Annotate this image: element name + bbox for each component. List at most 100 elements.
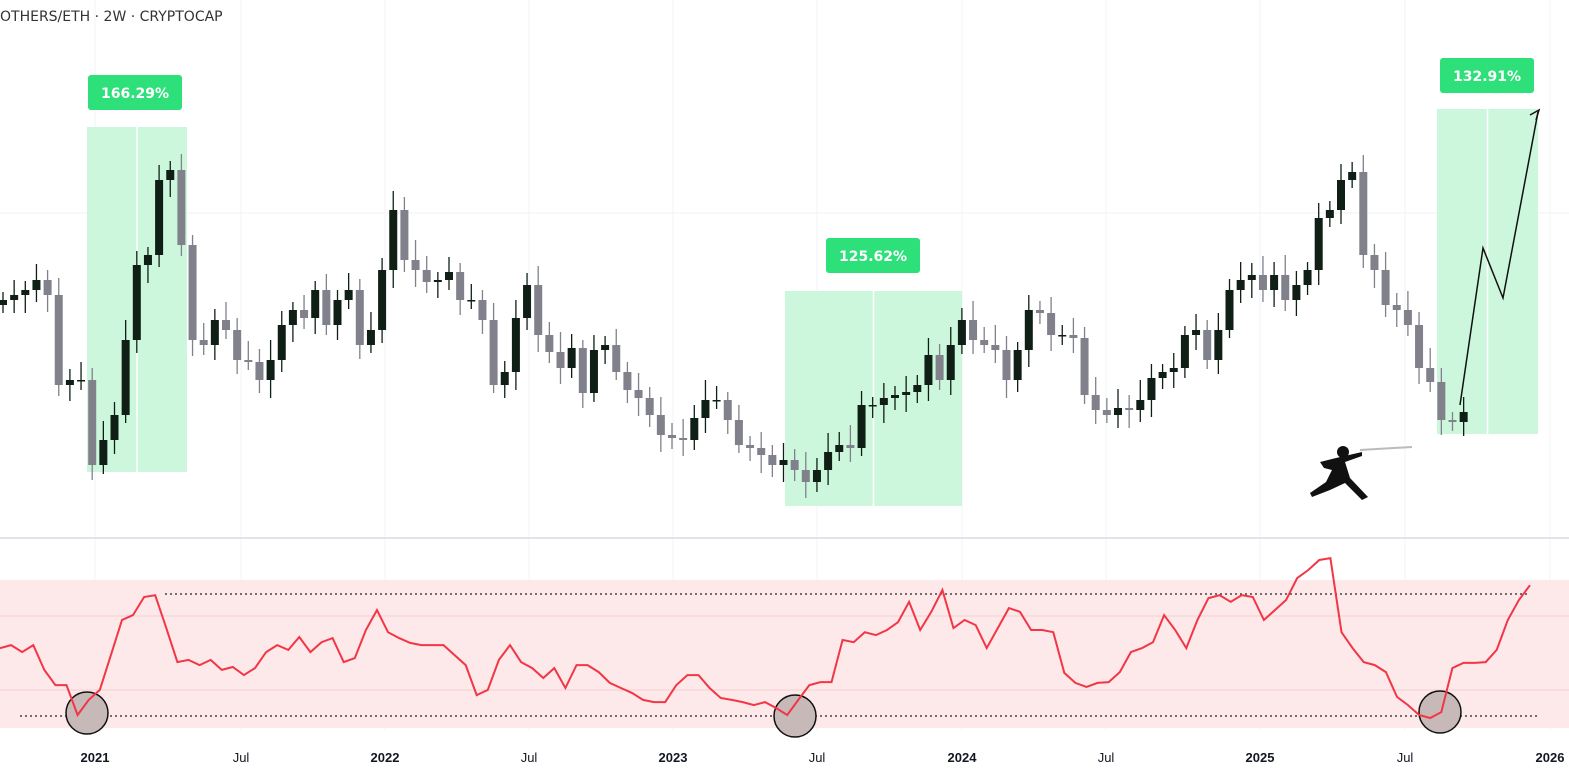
candle-down bbox=[612, 345, 621, 372]
candle-up bbox=[868, 405, 877, 407]
candle-down bbox=[634, 390, 643, 398]
arrowhead-icon bbox=[1529, 108, 1541, 121]
candle-up bbox=[132, 265, 141, 340]
candle-down bbox=[177, 170, 186, 245]
x-tick-label: Jul bbox=[1098, 750, 1115, 765]
candle-down bbox=[188, 245, 197, 340]
candle-up bbox=[857, 405, 866, 448]
candle-up bbox=[1236, 280, 1245, 290]
rsi-line bbox=[0, 557, 1531, 720]
candle-up bbox=[879, 398, 888, 405]
candle-down bbox=[300, 310, 309, 318]
candle-down bbox=[656, 415, 665, 435]
candle-up bbox=[366, 330, 375, 345]
candle-down bbox=[88, 380, 97, 465]
x-tick-label: 2022 bbox=[371, 750, 400, 765]
candle-up bbox=[891, 395, 899, 398]
candle-down bbox=[846, 445, 855, 448]
candle-down bbox=[1448, 420, 1457, 422]
candle-down bbox=[969, 320, 978, 340]
candle-up bbox=[601, 345, 610, 350]
candle-down bbox=[801, 470, 810, 482]
candle-down bbox=[578, 348, 587, 393]
candle-up bbox=[288, 310, 297, 325]
candle-down bbox=[1258, 275, 1267, 290]
candle-down bbox=[1080, 338, 1089, 395]
candle-down bbox=[757, 448, 766, 455]
candle-up bbox=[523, 285, 532, 318]
candle-down bbox=[1102, 410, 1111, 415]
candle-up bbox=[1348, 172, 1357, 180]
x-tick-label: 2026 bbox=[1536, 750, 1565, 765]
candle-down bbox=[1002, 350, 1011, 380]
candle-down bbox=[1392, 305, 1401, 310]
candle-down bbox=[645, 398, 654, 415]
x-tick-label: Jul bbox=[233, 750, 250, 765]
candle-down bbox=[1047, 313, 1056, 335]
x-tick-label: 2021 bbox=[81, 750, 110, 765]
candle-up bbox=[567, 348, 576, 368]
candle-down bbox=[1381, 270, 1390, 305]
candle-up bbox=[1180, 335, 1189, 368]
candle-up bbox=[1214, 330, 1223, 360]
candle-up bbox=[902, 392, 911, 395]
candle-down bbox=[1035, 310, 1044, 313]
candle-up bbox=[21, 290, 30, 295]
candle-up bbox=[10, 295, 19, 300]
candle-up bbox=[589, 350, 598, 393]
candle-up bbox=[500, 372, 509, 385]
candle-up bbox=[143, 255, 152, 265]
candle-down bbox=[1437, 382, 1446, 420]
candle-down bbox=[1069, 335, 1078, 338]
candle-down bbox=[991, 345, 1000, 350]
candle-up bbox=[1225, 290, 1234, 330]
candle-up bbox=[779, 460, 788, 465]
candle-up bbox=[155, 180, 164, 255]
candle-up bbox=[1337, 180, 1345, 210]
candle-down bbox=[1281, 275, 1290, 300]
candle-up bbox=[389, 210, 398, 270]
candle-up bbox=[1247, 275, 1256, 280]
candle-down bbox=[400, 210, 409, 260]
candle-up bbox=[1169, 368, 1178, 372]
candle-down bbox=[43, 280, 52, 295]
candle-down bbox=[489, 320, 498, 385]
candle-up bbox=[1303, 270, 1312, 285]
candle-up bbox=[311, 290, 320, 318]
candle-down bbox=[355, 290, 364, 345]
candle-up bbox=[1136, 400, 1145, 410]
candle-down bbox=[935, 355, 944, 380]
candle-down bbox=[422, 270, 431, 282]
projection-path bbox=[1459, 108, 1541, 406]
measure-label-bg bbox=[826, 238, 920, 273]
candle-down bbox=[556, 352, 565, 368]
candle-up bbox=[1270, 275, 1279, 290]
candle-down bbox=[199, 340, 208, 345]
candle-up bbox=[210, 320, 219, 345]
candle-down bbox=[534, 285, 543, 335]
candle-down bbox=[1203, 330, 1212, 360]
candle-down bbox=[222, 320, 230, 330]
measure-label: 132.91% bbox=[1453, 69, 1521, 85]
fencer-icon bbox=[1310, 446, 1413, 500]
candle-down bbox=[54, 295, 63, 385]
candle-up bbox=[467, 300, 476, 302]
candle-up bbox=[835, 445, 844, 452]
candle-up bbox=[1158, 372, 1167, 378]
candle-down bbox=[411, 260, 420, 270]
candle-up bbox=[1292, 285, 1301, 300]
rsi-low-circle bbox=[65, 691, 109, 735]
candle-up bbox=[1147, 378, 1156, 400]
candle-up bbox=[812, 470, 821, 482]
candle-up bbox=[957, 320, 966, 345]
candle-up bbox=[690, 418, 699, 440]
candle-down bbox=[1415, 325, 1424, 368]
candle-up bbox=[121, 340, 130, 415]
candle-down bbox=[244, 360, 253, 362]
x-tick-label: 2023 bbox=[659, 750, 688, 765]
candle-down bbox=[734, 420, 743, 445]
candle-up bbox=[1314, 218, 1323, 270]
candle-up bbox=[266, 360, 275, 380]
candle-up bbox=[277, 325, 286, 360]
